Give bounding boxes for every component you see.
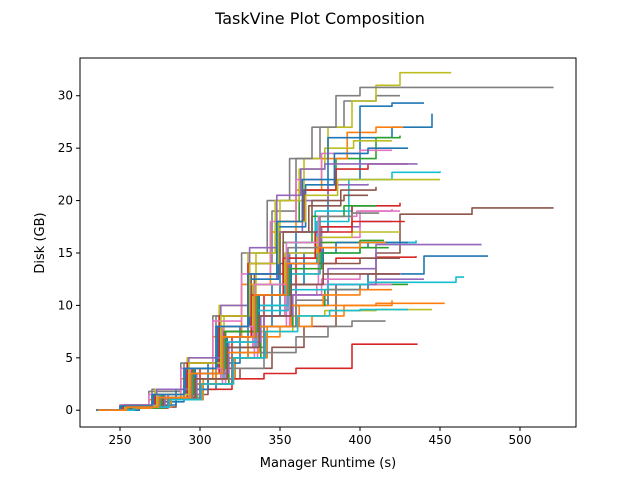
- x-tick-label: 500: [509, 433, 532, 447]
- y-tick-label: 0: [65, 403, 73, 417]
- y-tick-label: 5: [65, 351, 73, 365]
- series-line: [100, 308, 408, 411]
- series-line: [97, 86, 554, 411]
- y-axis-label: Disk (GB): [33, 212, 48, 273]
- series-line: [96, 147, 408, 411]
- y-axis: 0 5 10 15 20 25 30: [58, 89, 80, 417]
- x-tick-label: 300: [189, 433, 212, 447]
- y-tick-label: 20: [58, 194, 73, 208]
- x-axis: 250 300 350 400 450 500: [109, 427, 532, 447]
- y-tick-label: 25: [58, 141, 73, 155]
- chart-title: TaskVine Plot Composition: [214, 9, 425, 28]
- series-line: [99, 288, 392, 411]
- x-axis-label: Manager Runtime (s): [260, 456, 396, 471]
- series-line: [96, 239, 384, 411]
- series-line: [96, 207, 554, 411]
- series-line: [97, 241, 386, 411]
- series-line: [99, 186, 377, 411]
- series-line: [96, 140, 392, 411]
- x-tick-label: 350: [269, 433, 292, 447]
- x-tick-label: 450: [429, 433, 452, 447]
- y-tick-label: 30: [58, 89, 73, 103]
- y-tick-label: 15: [58, 246, 73, 260]
- series-line: [97, 209, 393, 411]
- x-tick-label: 250: [109, 433, 132, 447]
- series-line: [96, 149, 392, 411]
- series-line: [96, 178, 440, 411]
- series-line: [99, 163, 418, 411]
- series-line: [97, 246, 389, 411]
- series-group: [96, 71, 554, 411]
- x-tick-label: 400: [349, 433, 372, 447]
- series-line: [96, 300, 393, 411]
- axes-frame: [79, 57, 577, 428]
- series-line: [97, 255, 488, 411]
- series-line: [96, 102, 424, 411]
- y-tick-label: 10: [58, 298, 73, 312]
